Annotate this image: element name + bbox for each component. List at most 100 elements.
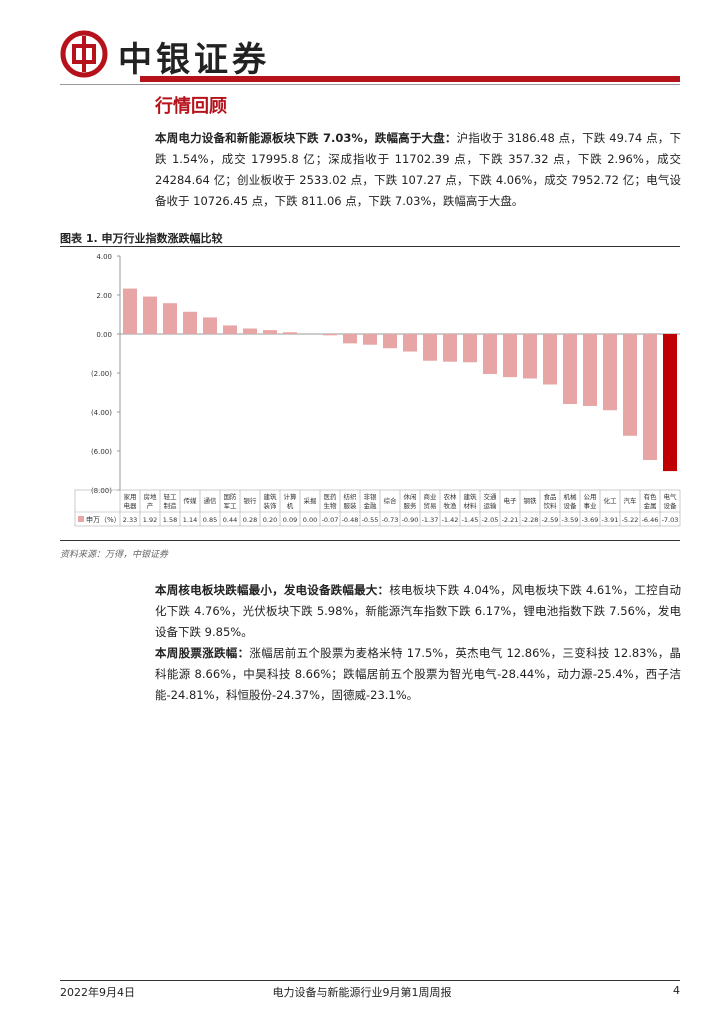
section-title: 行情回顾	[155, 96, 227, 117]
x-tick-label: 商业贸易	[424, 492, 438, 510]
header-thin-rule	[60, 84, 680, 85]
x-tick-label: 房地产	[144, 492, 158, 510]
x-tick-label: 食品饮料	[544, 492, 558, 510]
value-label: -2.21	[502, 516, 519, 524]
value-label: -0.90	[402, 516, 419, 524]
value-label: -1.42	[442, 516, 459, 524]
y-tick-label: (6.00)	[91, 448, 112, 456]
value-label: 1.14	[183, 516, 197, 524]
value-label: -3.91	[602, 516, 619, 524]
x-tick-label: 非银金融	[364, 492, 378, 510]
x-tick-label: 综合	[384, 496, 398, 505]
value-label: -2.05	[482, 516, 499, 524]
bar	[623, 334, 637, 436]
footer-rule	[60, 980, 680, 981]
value-label: -3.59	[562, 516, 579, 524]
value-label: 0.28	[243, 516, 257, 524]
legend-label: 申万（%）	[86, 515, 121, 524]
footer-title: 电力设备与新能源行业9月第1周周报	[272, 986, 452, 999]
x-tick-label: 传媒	[184, 496, 198, 505]
x-tick-label: 有色金属	[644, 492, 658, 510]
value-label: 1.58	[163, 516, 177, 524]
paragraph: 本周股票涨跌幅：涨幅居前五个股票为麦格米特 17.5%，英杰电气 12.86%，…	[155, 643, 681, 706]
value-label: -5.22	[622, 516, 639, 524]
bar	[123, 288, 137, 334]
value-label: -7.03	[662, 516, 679, 524]
bar	[423, 334, 437, 361]
bar	[643, 334, 657, 460]
x-tick-label: 电子	[504, 496, 518, 505]
x-tick-label: 银行	[244, 496, 258, 505]
text: 核电板块下跌 4.04%，风电板块下跌 4.61%，工控自动化下跌 4.76%，…	[155, 583, 682, 639]
figure-bottom-rule	[60, 540, 680, 541]
figure-caption: 图表 1. 申万行业指数涨跌幅比较	[60, 232, 223, 245]
x-tick-label: 轻工制造	[164, 492, 178, 510]
x-tick-label: 化工	[604, 496, 618, 505]
x-tick-label: 交通运输	[484, 492, 498, 510]
y-tick-label: 2.00	[96, 292, 112, 300]
bar	[283, 332, 297, 334]
value-label: -0.48	[342, 516, 359, 524]
bar	[243, 328, 257, 334]
value-label: 0.85	[203, 516, 217, 524]
y-tick-label: 0.00	[96, 331, 112, 339]
value-label: -2.28	[522, 516, 539, 524]
bar	[663, 334, 677, 472]
bar	[523, 334, 537, 379]
y-tick-label: (4.00)	[91, 409, 112, 417]
value-label: 0.44	[223, 516, 237, 524]
value-label: -0.73	[382, 516, 399, 524]
x-tick-label: 机械设备	[564, 492, 578, 510]
value-label: -1.45	[462, 516, 479, 524]
paragraph: 本周核电板块跌幅最小，发电设备跌幅最大：核电板块下跌 4.04%，风电板块下跌 …	[155, 580, 681, 643]
x-tick-label: 公用事业	[584, 493, 598, 510]
y-tick-label: (8.00)	[91, 487, 112, 495]
legend-swatch	[78, 516, 84, 522]
figure-source: 资料来源：万得，中银证券	[60, 550, 169, 560]
y-tick-label: (2.00)	[91, 370, 112, 378]
bar	[163, 303, 177, 334]
lead: 本周股票涨跌幅：	[155, 646, 250, 660]
bar	[483, 334, 497, 374]
bar	[503, 334, 517, 378]
page-number: 4	[673, 984, 680, 997]
text: 沪指收于 3186.48 点，下跌 49.74 点，下跌 1.54%，成交 17…	[155, 131, 681, 208]
value-label: -1.37	[422, 516, 439, 524]
value-label: 0.20	[263, 516, 277, 524]
x-tick-label: 纺织服装	[344, 492, 358, 510]
x-tick-label: 国防军工	[224, 492, 238, 510]
bar	[143, 296, 157, 334]
bar	[543, 334, 557, 385]
x-tick-label: 建筑材料	[464, 492, 478, 510]
bar	[443, 334, 457, 362]
x-tick-label: 钢铁	[524, 496, 538, 505]
bar	[203, 317, 217, 334]
bar	[583, 334, 597, 406]
y-tick-label: 4.00	[96, 253, 112, 261]
x-tick-label: 电气设备	[664, 492, 678, 510]
x-tick-label: 汽车	[624, 496, 638, 505]
bar	[323, 334, 337, 336]
bar	[223, 325, 237, 334]
lead: 本周核电板块跌幅最小，发电设备跌幅最大：	[155, 583, 390, 597]
footer-date: 2022年9月4日	[60, 986, 135, 999]
x-tick-label: 休闲服务	[404, 492, 418, 510]
bar	[603, 334, 617, 411]
brand: 中银证券	[118, 40, 270, 80]
bar	[363, 334, 377, 345]
value-label: 0.09	[283, 516, 297, 524]
x-tick-label: 医药生物	[324, 492, 338, 510]
x-tick-label: 采掘	[304, 496, 318, 505]
value-label: -2.59	[542, 516, 559, 524]
bar	[263, 330, 277, 334]
bar	[343, 334, 357, 344]
value-label: -0.07	[322, 516, 339, 524]
chart: 4.00 2.00 0.00 (2.00) (4.00) (6.00) (8.00) 申万（%…	[74, 253, 681, 527]
header-rule	[140, 76, 680, 82]
value-label: -3.69	[582, 516, 599, 524]
text: 涨幅居前五个股票为麦格米特 17.5%，英杰电气 12.86%，三变科技 12.…	[155, 646, 682, 702]
value-label: 1.92	[143, 516, 157, 524]
bar	[403, 334, 417, 352]
lead: 本周电力设备和新能源板块下跌 7.03%，跌幅高于大盘：	[155, 131, 457, 145]
